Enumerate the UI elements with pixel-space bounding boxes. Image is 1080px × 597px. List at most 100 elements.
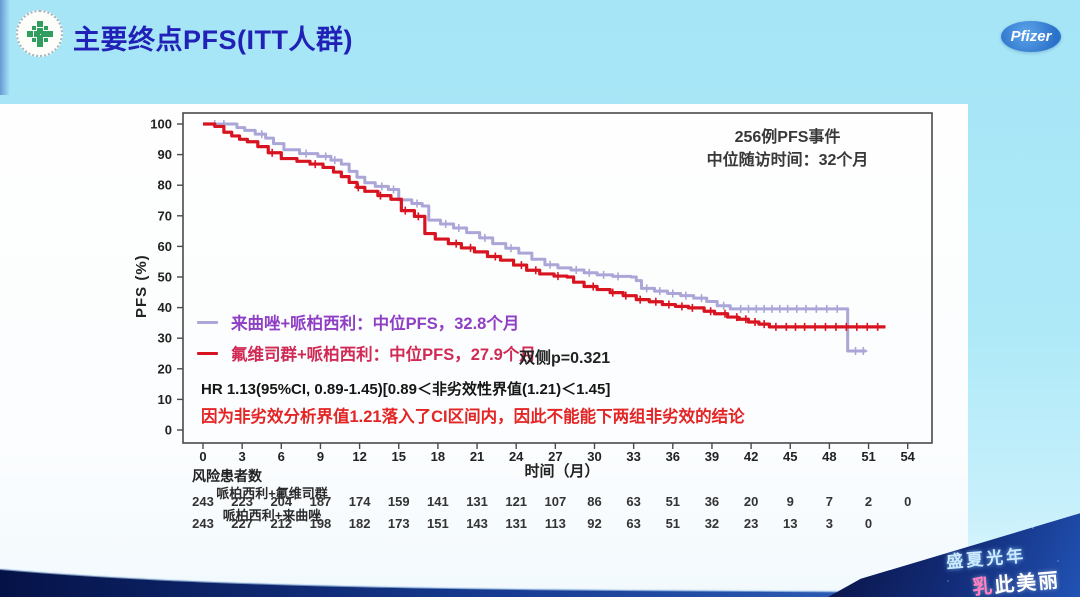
censor-mark-1 <box>831 322 840 331</box>
legend-fulvestrant-label: 氟维司群+哌柏西利：中位PFS，27.9个月 <box>231 346 536 364</box>
legend-fulvestrant: 氟维司群+哌柏西利：中位PFS，27.9个月 <box>197 341 536 365</box>
censor-mark-1 <box>782 322 791 331</box>
x-axis-title: 时间（月） <box>524 463 600 480</box>
censor-mark-0 <box>613 272 622 281</box>
y-tick-label: 70 <box>158 208 172 223</box>
content-panel <box>0 104 968 597</box>
censor-mark-0 <box>413 199 422 208</box>
censor-mark-0 <box>655 287 664 296</box>
risk-count: 182 <box>348 516 371 531</box>
censor-mark-1 <box>852 322 861 331</box>
censor-mark-0 <box>697 294 706 303</box>
censor-mark-1 <box>873 322 882 331</box>
risk-count: 3 <box>825 516 834 531</box>
censor-mark-0 <box>506 244 515 253</box>
x-tick-label: 51 <box>861 449 875 464</box>
x-tick-label: 45 <box>783 449 797 464</box>
censor-mark-0 <box>792 304 801 313</box>
green-cross-icon <box>26 20 53 47</box>
risk-count: 204 <box>270 494 293 509</box>
risk-count: 13 <box>783 516 798 531</box>
censor-mark-1 <box>452 239 461 248</box>
risk-count: 2 <box>864 494 873 509</box>
km-frame <box>182 112 933 444</box>
censor-mark-1 <box>491 252 500 261</box>
risk-count: 63 <box>626 516 641 531</box>
hazard-ratio-text: HR 1.13(95%CI, 0.89-1.45)[0.89＜非劣效性界值(1.… <box>201 381 611 398</box>
risk-count: 243 <box>192 494 214 509</box>
censor-mark-1 <box>466 243 475 252</box>
median-followup: 中位随访时间：32个月 <box>706 152 869 169</box>
x-tick-label: 18 <box>431 449 445 464</box>
risk-count: 223 <box>231 494 253 509</box>
censor-mark-0 <box>822 304 831 313</box>
censor-mark-0 <box>859 347 868 356</box>
censor-mark-1 <box>589 282 598 291</box>
censor-mark-0 <box>377 182 386 191</box>
y-tick-label: 50 <box>158 270 172 285</box>
x-tick-label: 48 <box>822 449 836 464</box>
followup-annotation: 256例PFS事件 中位随访时间：32个月 <box>695 126 880 172</box>
risk-count: 121 <box>505 494 528 509</box>
censor-mark-0 <box>760 304 769 313</box>
censor-mark-0 <box>833 304 842 313</box>
x-tick-label: 3 <box>239 449 246 464</box>
risk-count: 151 <box>427 516 449 531</box>
censor-mark-0 <box>321 152 330 161</box>
risk-count: 187 <box>309 494 332 509</box>
risk-count: 107 <box>544 494 567 509</box>
y-tick-label: 20 <box>158 361 172 376</box>
risk-count: 7 <box>825 494 834 509</box>
censor-mark-1 <box>354 183 363 192</box>
risk-count: 51 <box>665 494 681 509</box>
left-edge-accent <box>0 0 10 95</box>
risk-row-label-letrozole: 哌柏西利+来曲唑 <box>222 508 322 523</box>
x-tick-label: 39 <box>705 449 719 464</box>
risk-count: 159 <box>387 494 410 509</box>
censor-mark-1 <box>751 317 760 326</box>
censor-mark-1 <box>842 322 851 331</box>
x-tick-label: 15 <box>392 449 406 464</box>
y-tick-label: 100 <box>150 117 172 132</box>
risk-table-title: 风险患者数 <box>192 468 262 484</box>
censor-mark-1 <box>553 272 562 281</box>
censor-mark-0 <box>812 304 821 313</box>
x-tick-label: 21 <box>470 449 484 464</box>
km-curve-0 <box>203 122 866 353</box>
censor-mark-0 <box>851 347 860 356</box>
censor-mark-1 <box>791 322 800 331</box>
censor-mark-1 <box>531 266 540 275</box>
risk-count: 20 <box>743 494 759 509</box>
hospital-logo <box>16 10 63 57</box>
censor-mark-1 <box>311 160 320 169</box>
risk-count: 141 <box>427 494 449 509</box>
censor-mark-0 <box>801 304 810 313</box>
censor-mark-1 <box>771 322 780 331</box>
risk-count: 36 <box>704 494 720 509</box>
censor-mark-0 <box>744 304 753 313</box>
censor-mark-0 <box>642 284 651 293</box>
risk-count: 212 <box>270 516 293 531</box>
censor-mark-0 <box>572 265 581 274</box>
censor-mark-1 <box>651 297 660 306</box>
y-tick-label: 10 <box>158 392 172 407</box>
p-value: 双侧p=0.321 <box>519 350 611 367</box>
risk-count: 92 <box>587 516 602 531</box>
risk-count: 32 <box>704 516 720 531</box>
censor-mark-1 <box>732 313 741 322</box>
risk-count: 23 <box>743 516 759 531</box>
x-tick-label: 9 <box>317 449 324 464</box>
y-tick-label: 0 <box>165 423 172 438</box>
censor-mark-0 <box>783 304 792 313</box>
x-tick-label: 36 <box>666 449 680 464</box>
censor-mark-0 <box>546 260 555 269</box>
y-tick-label: 30 <box>158 331 172 346</box>
censor-mark-1 <box>863 322 872 331</box>
x-tick-label: 42 <box>744 449 758 464</box>
risk-count: 86 <box>587 494 602 509</box>
censor-mark-0 <box>736 304 745 313</box>
risk-row-label-fulvestrant: 哌柏西利+氟维司群 <box>216 486 328 501</box>
censor-mark-1 <box>800 322 809 331</box>
